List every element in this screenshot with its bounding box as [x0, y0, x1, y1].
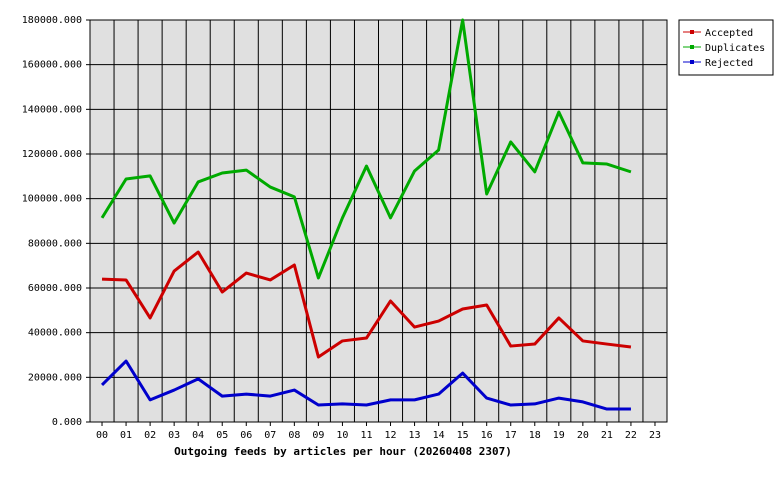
legend-label: Accepted — [705, 28, 753, 39]
x-tick-label: 17 — [505, 430, 517, 441]
x-tick-label: 09 — [312, 430, 324, 441]
x-tick-label: 22 — [625, 430, 637, 441]
legend-label: Duplicates — [705, 43, 765, 54]
legend-marker — [690, 45, 694, 49]
x-tick-label: 06 — [240, 430, 252, 441]
x-tick-label: 19 — [553, 430, 565, 441]
x-axis-label: Outgoing feeds by articles per hour (202… — [174, 445, 512, 458]
series-line — [100, 359, 631, 411]
y-tick-label: 120000.000 — [22, 149, 82, 160]
series-line — [101, 250, 632, 359]
x-tick-label: 03 — [168, 430, 180, 441]
x-tick-label: 23 — [649, 430, 661, 441]
x-tick-label: 05 — [216, 430, 228, 441]
legend-marker — [690, 30, 694, 34]
x-tick-label: 18 — [529, 430, 541, 441]
x-tick-label: 12 — [384, 430, 396, 441]
x-tick-label: 21 — [601, 430, 613, 441]
y-tick-label: 100000.000 — [22, 194, 82, 205]
x-tick-label: 14 — [433, 430, 445, 441]
y-tick-label: 0.000 — [52, 417, 82, 428]
x-tick-label: 16 — [481, 430, 493, 441]
y-tick-label: 80000.000 — [28, 238, 82, 249]
x-tick-label: 10 — [336, 430, 348, 441]
y-tick-label: 140000.000 — [22, 104, 82, 115]
y-tick-label: 60000.000 — [28, 283, 82, 294]
legend-label: Rejected — [705, 58, 753, 69]
x-tick-label: 02 — [144, 430, 156, 441]
x-tick-label: 20 — [577, 430, 589, 441]
x-tick-label: 11 — [360, 430, 372, 441]
series-line — [100, 18, 632, 280]
x-tick-label: 13 — [409, 430, 421, 441]
x-tick-label: 07 — [264, 430, 276, 441]
x-tick-label: 00 — [96, 430, 108, 441]
y-tick-label: 20000.000 — [28, 372, 82, 383]
x-tick-label: 01 — [120, 430, 132, 441]
y-tick-label: 40000.000 — [28, 328, 82, 339]
y-tick-label: 180000.000 — [22, 15, 82, 26]
x-tick-label: 04 — [192, 430, 204, 441]
y-tick-label: 160000.000 — [22, 60, 82, 71]
x-tick-label: 15 — [457, 430, 469, 441]
x-tick-label: 08 — [288, 430, 300, 441]
legend-marker — [690, 60, 694, 64]
